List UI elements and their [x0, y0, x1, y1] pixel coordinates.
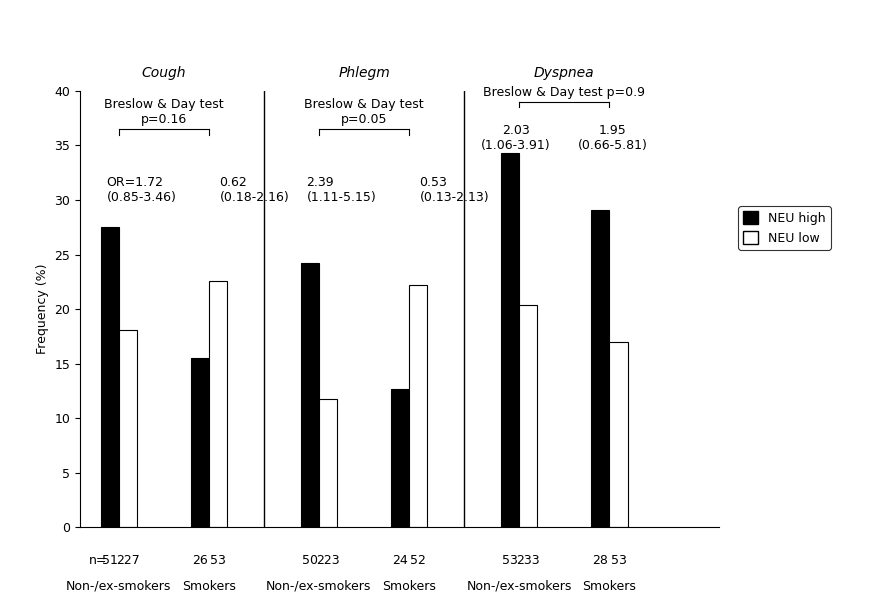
- Text: 53: 53: [611, 554, 626, 567]
- Text: Breslow & Day test
p=0.16: Breslow & Day test p=0.16: [104, 98, 224, 126]
- Text: 24: 24: [392, 554, 408, 567]
- Text: n=: n=: [89, 554, 107, 567]
- Text: 53: 53: [502, 554, 518, 567]
- Text: Non-/ex-smokers: Non-/ex-smokers: [66, 579, 171, 593]
- Text: 53: 53: [210, 554, 226, 567]
- Text: 52: 52: [410, 554, 426, 567]
- Text: Smokers: Smokers: [182, 579, 236, 593]
- Text: Dyspnea: Dyspnea: [534, 66, 595, 80]
- Text: 0.53
(0.13-2.13): 0.53 (0.13-2.13): [420, 176, 489, 204]
- Y-axis label: Frequency (%): Frequency (%): [36, 264, 49, 355]
- Text: 233: 233: [516, 554, 540, 567]
- Bar: [319, 399, 337, 527]
- Bar: [519, 305, 537, 527]
- Text: 2.39
(1.11-5.15): 2.39 (1.11-5.15): [306, 176, 377, 204]
- Bar: [501, 153, 519, 527]
- Bar: [409, 285, 427, 527]
- Text: Phlegm: Phlegm: [338, 66, 390, 80]
- Bar: [301, 263, 319, 527]
- Legend: NEU high, NEU low: NEU high, NEU low: [738, 206, 831, 250]
- Text: 26: 26: [192, 554, 208, 567]
- Text: OR=1.72
(0.85-3.46): OR=1.72 (0.85-3.46): [107, 176, 177, 204]
- Text: Non-/ex-smokers: Non-/ex-smokers: [466, 579, 572, 593]
- Text: Smokers: Smokers: [383, 579, 436, 593]
- Text: 28: 28: [592, 554, 608, 567]
- Bar: [609, 342, 628, 527]
- Bar: [209, 281, 227, 527]
- Text: 51: 51: [102, 554, 117, 567]
- Text: Breslow & Day test
p=0.05: Breslow & Day test p=0.05: [305, 98, 424, 126]
- Text: Cough: Cough: [141, 66, 186, 80]
- Text: 2.03
(1.06-3.91): 2.03 (1.06-3.91): [481, 124, 551, 152]
- Text: Smokers: Smokers: [583, 579, 637, 593]
- Text: 0.62
(0.18-2.16): 0.62 (0.18-2.16): [219, 176, 289, 204]
- Bar: [191, 358, 209, 527]
- Text: 223: 223: [316, 554, 340, 567]
- Bar: [392, 388, 409, 527]
- Bar: [591, 210, 609, 527]
- Text: Non-/ex-smokers: Non-/ex-smokers: [266, 579, 371, 593]
- Bar: [119, 330, 137, 527]
- Text: 227: 227: [115, 554, 139, 567]
- Text: Breslow & Day test p=0.9: Breslow & Day test p=0.9: [483, 85, 646, 99]
- Text: 1.95
(0.66-5.81): 1.95 (0.66-5.81): [578, 124, 647, 152]
- Text: 50: 50: [302, 554, 318, 567]
- Bar: [100, 227, 119, 527]
